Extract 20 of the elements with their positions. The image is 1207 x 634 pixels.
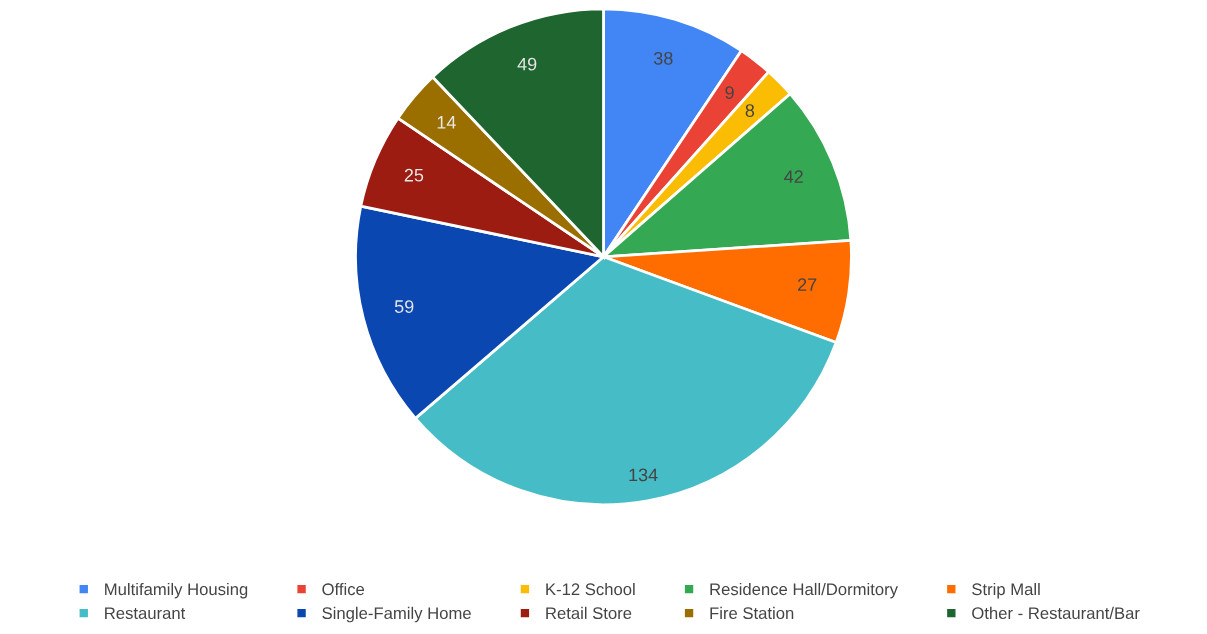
data-label: 134 (629, 468, 658, 482)
data-label: 38 (653, 51, 673, 65)
data-label: 9 (725, 86, 734, 99)
legend-label: Fire Station (710, 606, 794, 620)
data-label: 25 (404, 168, 424, 182)
data-label: 59 (394, 300, 414, 313)
data-label: 27 (798, 278, 817, 291)
data-label: 8 (745, 104, 755, 117)
legend-label: Single-Family Home (322, 606, 471, 623)
data-label: 42 (784, 170, 803, 183)
legend-label: K-12 School (546, 582, 635, 596)
legend-label: Retail Store (546, 606, 632, 620)
data-label: 14 (437, 116, 456, 129)
legend-label: Office (322, 582, 365, 596)
legend-label: Residence Hall/Dormitory (710, 582, 898, 599)
legend-label: Other - Restaurant/Bar (972, 606, 1140, 620)
legend-label: Multifamily Housing (105, 582, 248, 599)
legend-label: Strip Mall (972, 582, 1040, 599)
legend-label: Restaurant (105, 607, 186, 620)
data-label: 49 (517, 57, 537, 71)
